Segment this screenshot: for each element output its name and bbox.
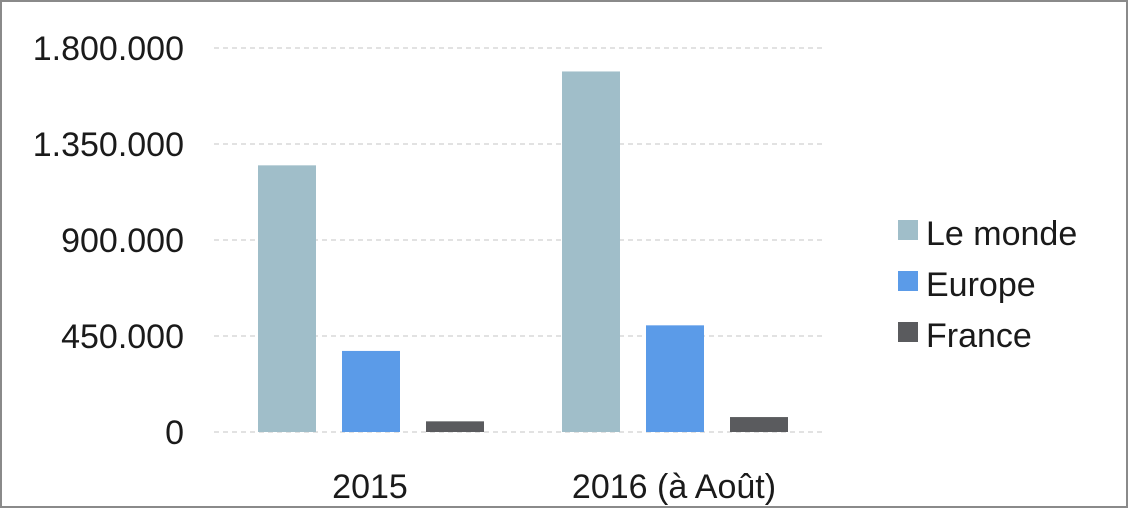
legend-swatch	[898, 271, 918, 291]
legend-label: Europe	[926, 266, 1036, 304]
bars	[258, 71, 788, 433]
bar-le-monde-2	[562, 71, 620, 432]
legend-label: France	[926, 317, 1032, 355]
bar-europe-2	[646, 325, 704, 432]
x-category-label: 2015	[332, 468, 408, 506]
bar-france-1	[426, 421, 484, 432]
x-category-label: 2016 (à Août)	[572, 468, 776, 506]
x-axis-categories: 2015 2016 (à Août)	[332, 468, 776, 506]
y-tick-label: 1.350.000	[33, 126, 184, 164]
y-tick-label: 0	[165, 414, 184, 452]
y-axis-ticks: 0 450.000 900.000 1.350.000 1.800.000	[33, 30, 184, 452]
legend-swatch	[898, 322, 918, 342]
y-tick-label: 1.800.000	[33, 30, 184, 68]
legend: Le monde Europe France	[898, 215, 1077, 355]
y-tick-label: 450.000	[61, 318, 184, 356]
legend-label: Le monde	[926, 215, 1077, 253]
bar-europe-1	[342, 350, 400, 432]
bar-france-2	[730, 417, 788, 432]
bar-le-monde-1	[258, 165, 316, 433]
legend-swatch	[898, 220, 918, 240]
y-tick-label: 900.000	[61, 222, 184, 260]
